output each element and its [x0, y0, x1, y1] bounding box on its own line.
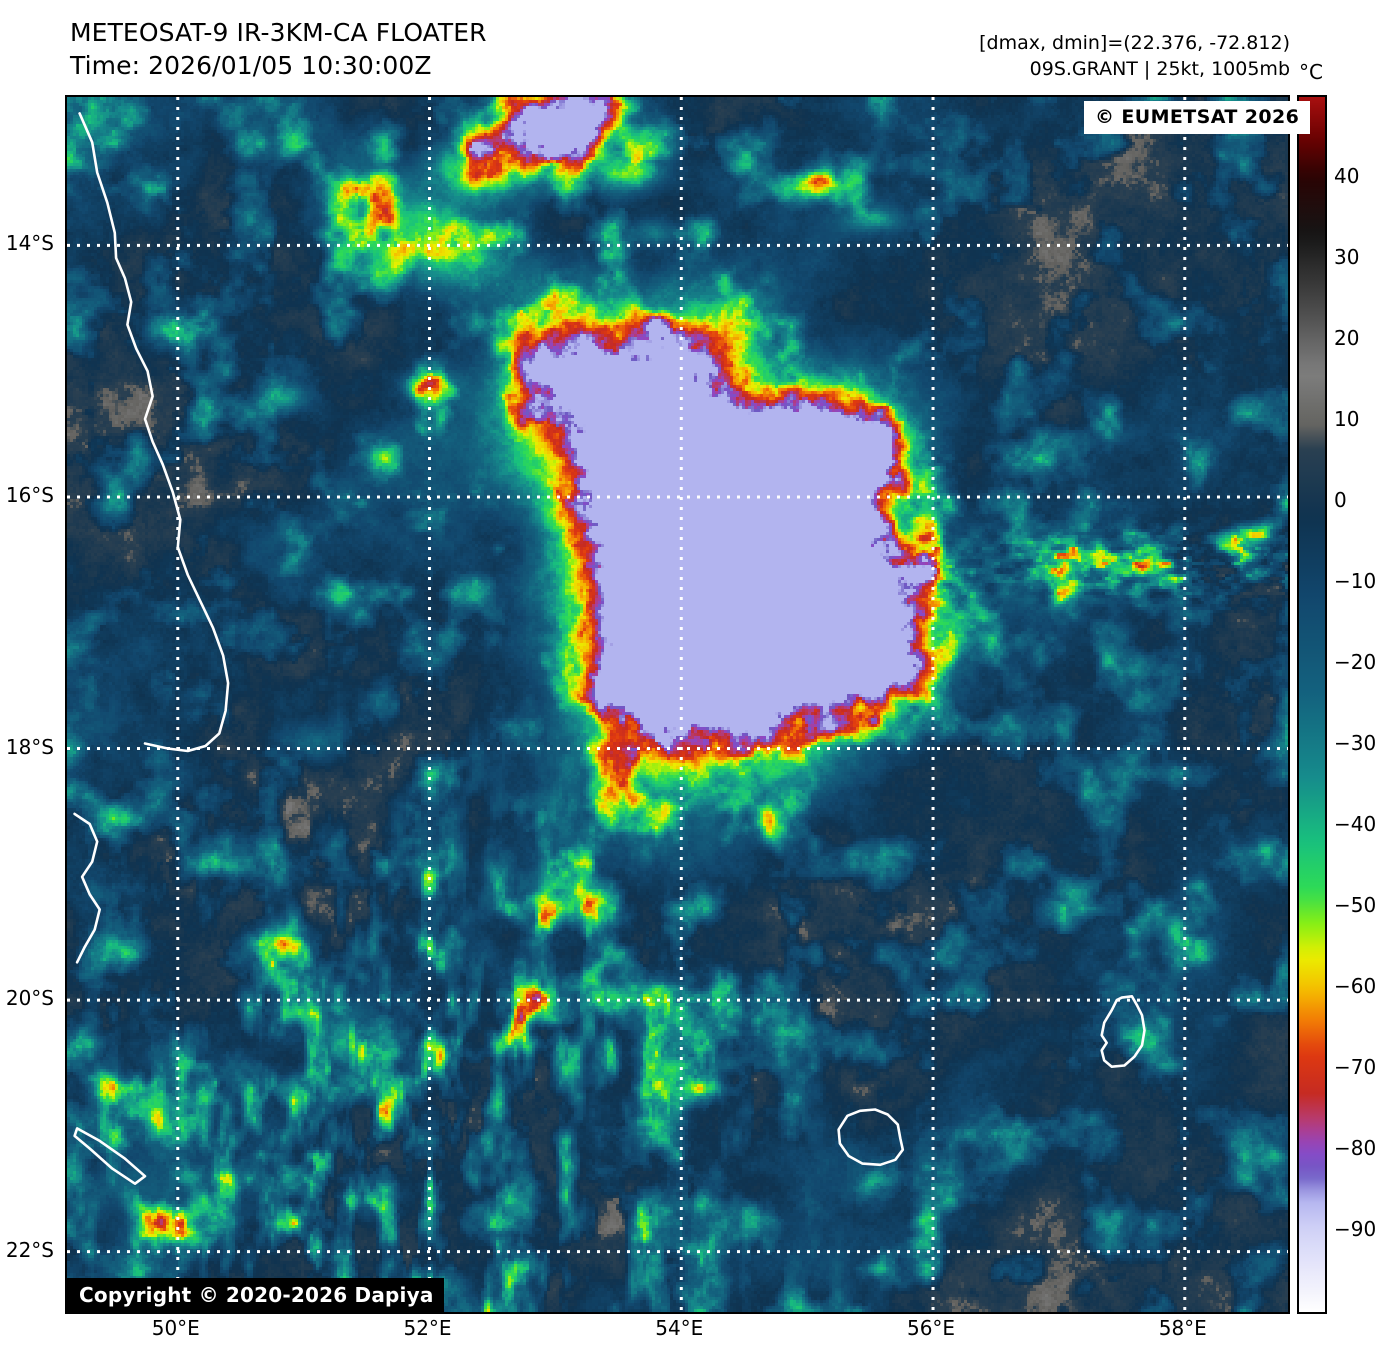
colorbar-tick-10: −60 [1334, 974, 1377, 998]
colorbar-tick-8: −40 [1334, 812, 1377, 836]
latitude-tick-2: 18°S [5, 734, 54, 759]
satellite-plot-area[interactable] [65, 95, 1290, 1314]
colorbar-unit-label: °C [1299, 60, 1323, 84]
gridlines [67, 97, 1288, 1312]
longitude-tick-1: 52°E [403, 1316, 452, 1340]
latitude-tick-0: 14°S [5, 231, 54, 256]
page-title: METEOSAT-9 IR-3KM-CA FLOATER [70, 18, 487, 47]
dapiya-copyright-badge: Copyright © 2020-2026 Dapiya [67, 1278, 444, 1313]
latitude-tick-3: 20°S [5, 986, 54, 1011]
longitude-tick-2: 54°E [655, 1316, 704, 1340]
latitude-tick-4: 22°S [5, 1237, 54, 1262]
colorbar-tick-7: −30 [1334, 731, 1377, 755]
colorbar-tick-6: −20 [1334, 650, 1377, 674]
longitude-tick-4: 58°E [1158, 1316, 1207, 1340]
colorbar[interactable] [1297, 95, 1327, 1314]
colorbar-tick-12: −80 [1334, 1136, 1377, 1160]
colorbar-tick-3: 10 [1334, 407, 1360, 431]
timestamp-label: Time: 2026/01/05 10:30:00Z [70, 51, 432, 80]
colorbar-tick-1: 30 [1334, 245, 1360, 269]
ir-satellite-imagery [67, 97, 1288, 1312]
eumetsat-copyright-badge: © EUMETSAT 2026 [1084, 101, 1311, 134]
longitude-tick-0: 50°E [151, 1316, 200, 1340]
longitude-tick-3: 56°E [906, 1316, 956, 1340]
colorbar-tick-13: −90 [1334, 1217, 1377, 1241]
colorbar-gradient [1299, 97, 1325, 1312]
metadata-block: [dmax, dmin]=(22.376, -72.812) 09S.GRANT… [979, 30, 1290, 82]
colorbar-tick-9: −50 [1334, 893, 1377, 917]
colorbar-tick-5: −10 [1334, 569, 1377, 593]
latitude-tick-1: 16°S [5, 482, 54, 507]
dmax-dmin-label: [dmax, dmin]=(22.376, -72.812) [979, 32, 1290, 54]
coastlines [73, 112, 1146, 1185]
colorbar-tick-11: −70 [1334, 1055, 1377, 1079]
colorbar-tick-2: 20 [1334, 326, 1360, 350]
map-overlay-layer [67, 97, 1288, 1312]
storm-info-label: 09S.GRANT | 25kt, 1005mb [1029, 58, 1290, 80]
colorbar-tick-4: 0 [1334, 488, 1347, 512]
colorbar-tick-0: 40 [1334, 164, 1360, 188]
title-block: METEOSAT-9 IR-3KM-CA FLOATER Time: 2026/… [70, 16, 487, 82]
